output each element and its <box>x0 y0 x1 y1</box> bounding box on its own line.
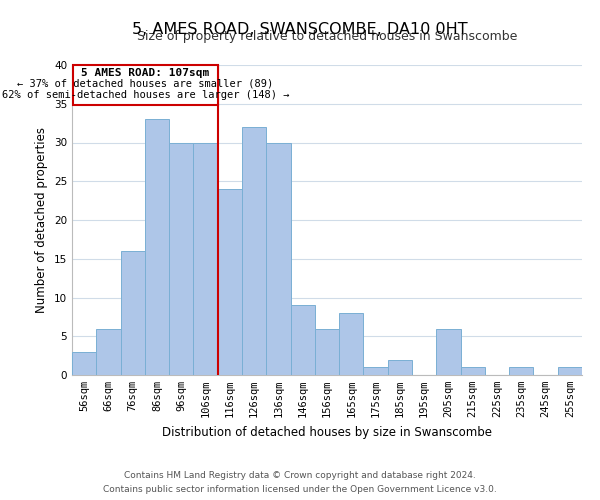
Bar <box>461 367 485 375</box>
Bar <box>509 367 533 375</box>
Bar <box>121 251 145 375</box>
Text: Contains HM Land Registry data © Crown copyright and database right 2024.
Contai: Contains HM Land Registry data © Crown c… <box>103 472 497 494</box>
Bar <box>218 189 242 375</box>
Bar <box>169 142 193 375</box>
Text: 5 AMES ROAD: 107sqm: 5 AMES ROAD: 107sqm <box>82 68 209 78</box>
Bar <box>96 328 121 375</box>
FancyBboxPatch shape <box>73 65 218 106</box>
Bar <box>242 127 266 375</box>
Text: ← 37% of detached houses are smaller (89): ← 37% of detached houses are smaller (89… <box>17 79 274 89</box>
Bar <box>266 142 290 375</box>
Y-axis label: Number of detached properties: Number of detached properties <box>35 127 49 313</box>
Text: 5, AMES ROAD, SWANSCOMBE, DA10 0HT: 5, AMES ROAD, SWANSCOMBE, DA10 0HT <box>132 22 468 38</box>
Bar <box>145 119 169 375</box>
Bar <box>290 305 315 375</box>
Bar <box>558 367 582 375</box>
Title: Size of property relative to detached houses in Swanscombe: Size of property relative to detached ho… <box>137 30 517 43</box>
Bar <box>364 367 388 375</box>
Bar <box>193 142 218 375</box>
Bar <box>72 352 96 375</box>
Bar <box>436 328 461 375</box>
X-axis label: Distribution of detached houses by size in Swanscombe: Distribution of detached houses by size … <box>162 426 492 438</box>
Text: 62% of semi-detached houses are larger (148) →: 62% of semi-detached houses are larger (… <box>2 90 289 100</box>
Bar <box>388 360 412 375</box>
Bar <box>315 328 339 375</box>
Bar <box>339 313 364 375</box>
